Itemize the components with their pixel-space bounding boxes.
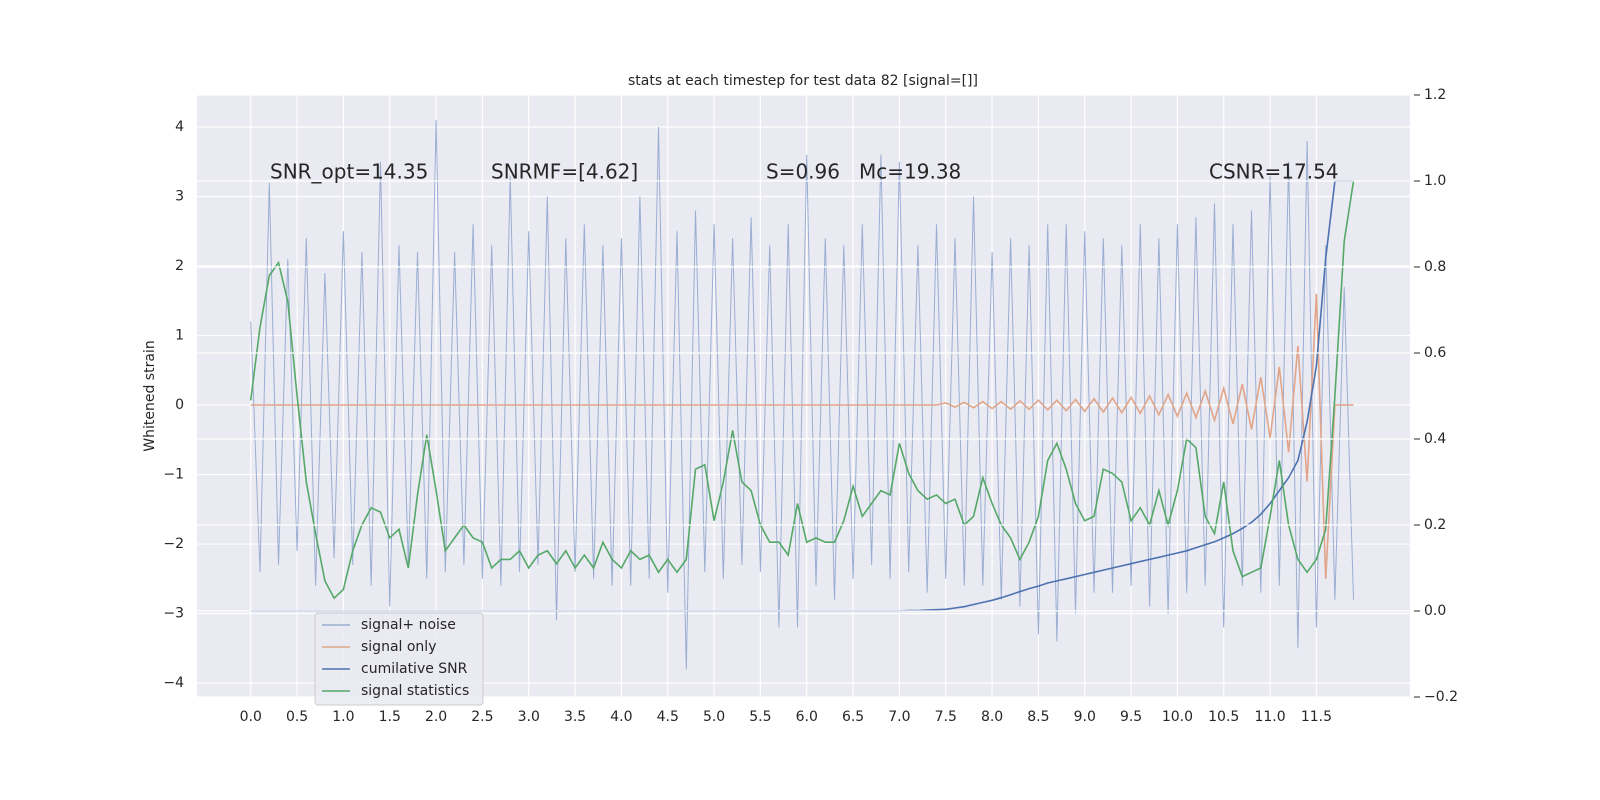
x-tick-label: 0.0 xyxy=(240,709,262,725)
y-tick-label: −1 xyxy=(163,467,184,483)
y-tick-label: 3 xyxy=(175,188,184,204)
line-series xyxy=(249,180,1355,600)
x-tick-label: 8.5 xyxy=(1027,709,1049,725)
y-tick-label: −2 xyxy=(163,536,184,552)
y2-tick-label: 0.0 xyxy=(1424,603,1446,619)
y-tick-label: 1 xyxy=(175,328,184,344)
y2-tick-label: 0.2 xyxy=(1424,517,1446,533)
plot-area xyxy=(197,95,1410,697)
x-tick-label: 4.5 xyxy=(657,709,679,725)
chart-title: stats at each timestep for test data 82 … xyxy=(628,73,978,89)
legend-box xyxy=(314,612,484,706)
y-tick-label: −4 xyxy=(163,675,184,691)
x-tick-label: 5.0 xyxy=(703,709,725,725)
x-tick-label: 11.0 xyxy=(1254,709,1285,725)
y-tick-label: 0 xyxy=(175,397,184,413)
line-series xyxy=(250,293,1354,579)
x-tick-label: 5.5 xyxy=(749,709,771,725)
x-tick-label: 6.0 xyxy=(796,709,818,725)
x-tick-label: 8.0 xyxy=(981,709,1003,725)
x-tick-label: 11.5 xyxy=(1301,709,1332,725)
annotation: Mc=19.38 xyxy=(859,160,961,184)
x-tick-label: 1.0 xyxy=(332,709,354,725)
x-tick-label: 3.5 xyxy=(564,709,586,725)
x-tick-label: 6.5 xyxy=(842,709,864,725)
x-tick-label: 2.0 xyxy=(425,709,447,725)
x-tick-label: 2.5 xyxy=(471,709,493,725)
x-tick-label: 0.5 xyxy=(286,709,308,725)
y-tick-label: 4 xyxy=(175,119,184,135)
annotation: CSNR=17.54 xyxy=(1209,160,1339,184)
x-tick-label: 3.0 xyxy=(518,709,540,725)
x-tick-label: 4.0 xyxy=(610,709,632,725)
y2-tick-label: 1.2 xyxy=(1424,87,1446,103)
x-tick-label: 7.0 xyxy=(888,709,910,725)
legend-label: signal+ noise xyxy=(361,617,456,633)
y-axis-label: Whitened strain xyxy=(142,340,158,451)
y2-tick-label: 0.4 xyxy=(1424,431,1446,447)
x-tick-label: 7.5 xyxy=(935,709,957,725)
x-tick-label: 9.5 xyxy=(1120,709,1142,725)
x-tick-label: 10.0 xyxy=(1162,709,1193,725)
y2-tick-label: −0.2 xyxy=(1424,689,1458,705)
y-tick-label: −3 xyxy=(163,606,184,622)
annotation: SNR_opt=14.35 xyxy=(270,160,428,184)
x-tick-label: 1.5 xyxy=(379,709,401,725)
annotation: SNRMF=[4.62] xyxy=(491,160,638,184)
y2-tick-label: 0.8 xyxy=(1424,259,1446,275)
line-series xyxy=(250,119,1354,670)
y2-tick-label: 1.0 xyxy=(1424,173,1446,189)
y2-tick-label: 0.6 xyxy=(1424,345,1446,361)
annotation: S=0.96 xyxy=(766,160,840,184)
x-tick-label: 9.0 xyxy=(1074,709,1096,725)
y-tick-label: 2 xyxy=(175,258,184,274)
legend-label: signal only xyxy=(361,639,436,655)
legend-label: signal statistics xyxy=(361,683,469,699)
x-tick-label: 10.5 xyxy=(1208,709,1239,725)
legend-label: cumilative SNR xyxy=(361,661,468,677)
